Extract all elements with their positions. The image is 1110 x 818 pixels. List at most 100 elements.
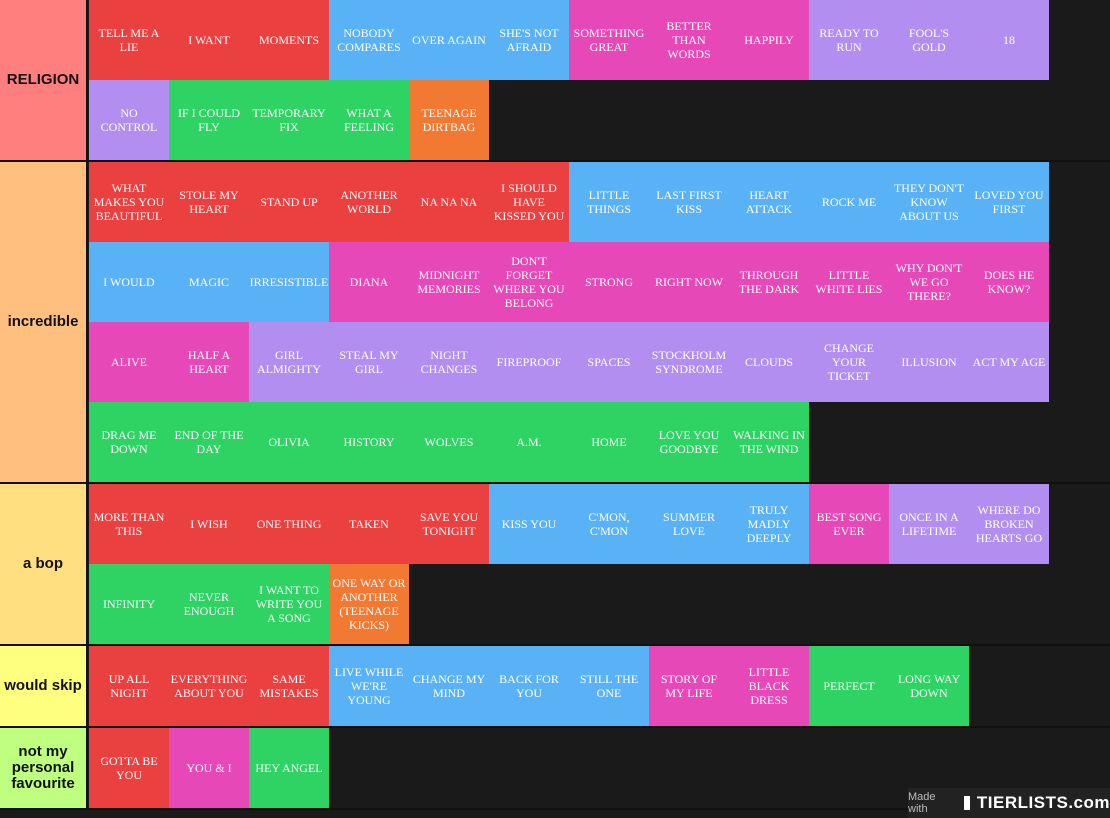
tier-item[interactable]: WHAT A FEELING (329, 80, 409, 160)
tier-item[interactable]: LOVED YOU FIRST (969, 162, 1049, 242)
tier-item[interactable]: TEMPORARY FIX (249, 80, 329, 160)
tier-item[interactable]: OVER AGAIN (409, 0, 489, 80)
tier-item[interactable]: RIGHT NOW (649, 242, 729, 322)
tier-label[interactable]: a bop (0, 484, 88, 644)
tier-item[interactable]: DOES HE KNOW? (969, 242, 1049, 322)
tier-item[interactable]: NIGHT CHANGES (409, 322, 489, 402)
tier-item[interactable]: ONCE IN A LIFETIME (889, 484, 969, 564)
tier-item[interactable]: STEAL MY GIRL (329, 322, 409, 402)
tier-item[interactable]: TELL ME A LIE (89, 0, 169, 80)
tier-item[interactable]: OLIVIA (249, 402, 329, 482)
tier-label[interactable]: RELIGION (0, 0, 88, 160)
tier-item[interactable]: I WOULD (89, 242, 169, 322)
tier-item[interactable]: TAKEN (329, 484, 409, 564)
tier-item[interactable]: CHANGE MY MIND (409, 646, 489, 726)
tier-item[interactable]: BACK FOR YOU (489, 646, 569, 726)
tier-item[interactable]: A.M. (489, 402, 569, 482)
tier-item[interactable]: WHAT MAKES YOU BEAUTIFUL (89, 162, 169, 242)
tier-item[interactable]: READY TO RUN (809, 0, 889, 80)
tier-item[interactable]: LITTLE BLACK DRESS (729, 646, 809, 726)
tier-item[interactable]: WALKING IN THE WIND (729, 402, 809, 482)
tier-item[interactable]: THROUGH THE DARK (729, 242, 809, 322)
tier-item[interactable]: STORY OF MY LIFE (649, 646, 729, 726)
tier-item[interactable]: TEENAGE DIRTBAG (409, 80, 489, 160)
tier-item[interactable]: ALIVE (89, 322, 169, 402)
tier-item[interactable]: SPACES (569, 322, 649, 402)
tier-item[interactable]: HEY ANGEL (249, 728, 329, 808)
tier-item[interactable]: PERFECT (809, 646, 889, 726)
tier-item[interactable]: 18 (969, 0, 1049, 80)
tier-items: MORE THAN THIS I WISH ONE THING TAKEN SAVE Y… (88, 484, 1110, 644)
tier-item[interactable]: DRAG ME DOWN (89, 402, 169, 482)
tier-item[interactable]: HEART ATTACK (729, 162, 809, 242)
tier-item[interactable]: NOBODY COMPARES (329, 0, 409, 80)
tier-item[interactable]: ONE THING (249, 484, 329, 564)
tier-item[interactable]: STOLE MY HEART (169, 162, 249, 242)
tier-item[interactable]: FIREPROOF (489, 322, 569, 402)
tier-label[interactable]: would skip (0, 646, 88, 726)
tier-item[interactable]: UP ALL NIGHT (89, 646, 169, 726)
tier-item[interactable]: MORE THAN THIS (89, 484, 169, 564)
tier-item[interactable]: KISS YOU (489, 484, 569, 564)
tier-item[interactable]: TRULY MADLY DEEPLY (729, 484, 809, 564)
tier-label[interactable]: incredible (0, 162, 88, 482)
tier-item[interactable]: GOTTA BE YOU (89, 728, 169, 808)
tier-item[interactable]: WHERE DO BROKEN HEARTS GO (969, 484, 1049, 564)
tier-item[interactable]: ILLUSION (889, 322, 969, 402)
tier-item[interactable]: FOOL'S GOLD (889, 0, 969, 80)
tier-item[interactable]: NEVER ENOUGH (169, 564, 249, 644)
tier-item[interactable]: MIDNIGHT MEMORIES (409, 242, 489, 322)
tier-item[interactable]: ANOTHER WORLD (329, 162, 409, 242)
tier-item[interactable]: C'MON, C'MON (569, 484, 649, 564)
tier-item[interactable]: IRRESISTIBLE (249, 242, 329, 322)
tier-item[interactable]: CLOUDS (729, 322, 809, 402)
tier-item[interactable]: I SHOULD HAVE KISSED YOU (489, 162, 569, 242)
tier-item[interactable]: END OF THE DAY (169, 402, 249, 482)
tier-item[interactable]: SAVE YOU TONIGHT (409, 484, 489, 564)
tier-item[interactable]: LITTLE WHITE LIES (809, 242, 889, 322)
tier-item[interactable]: ONE WAY OR ANOTHER (TEENAGE KICKS) (329, 564, 409, 644)
tier-item[interactable]: HISTORY (329, 402, 409, 482)
tier-item[interactable]: MAGIC (169, 242, 249, 322)
watermark[interactable]: Made with TIERLISTS.com (908, 788, 1110, 818)
tier-item[interactable]: HAPPILY (729, 0, 809, 80)
tier-item[interactable]: INFINITY (89, 564, 169, 644)
tier-item[interactable]: STAND UP (249, 162, 329, 242)
tier-item[interactable]: SUMMER LOVE (649, 484, 729, 564)
tier-item[interactable]: THEY DON'T KNOW ABOUT US (889, 162, 969, 242)
tier-item[interactable]: BEST SONG EVER (809, 484, 889, 564)
tier-item[interactable]: ACT MY AGE (969, 322, 1049, 402)
tier-item[interactable]: STOCKHOLM SYNDROME (649, 322, 729, 402)
tier-item[interactable]: STILL THE ONE (569, 646, 649, 726)
tier-label[interactable]: not my personal favourite (0, 728, 88, 808)
tier-item[interactable]: SOMETHING GREAT (569, 0, 649, 80)
tier-item[interactable]: GIRL ALMIGHTY (249, 322, 329, 402)
tier-item[interactable]: HALF A HEART (169, 322, 249, 402)
tier-item[interactable]: IF I COULD FLY (169, 80, 249, 160)
tier-row: not my personal favourite GOTTA BE YOU YOU… (0, 728, 1110, 810)
tier-item[interactable]: YOU & I (169, 728, 249, 808)
tier-item[interactable]: EVERYTHING ABOUT YOU (169, 646, 249, 726)
tier-item[interactable]: STRONG (569, 242, 649, 322)
tier-item[interactable]: NA NA NA (409, 162, 489, 242)
tier-item[interactable]: WHY DON'T WE GO THERE? (889, 242, 969, 322)
tier-item[interactable]: LITTLE THINGS (569, 162, 649, 242)
tier-item[interactable]: NO CONTROL (89, 80, 169, 160)
tier-item[interactable]: BETTER THAN WORDS (649, 0, 729, 80)
tier-item[interactable]: DON'T FORGET WHERE YOU BELONG (489, 242, 569, 322)
tier-item[interactable]: I WISH (169, 484, 249, 564)
tier-item[interactable]: WOLVES (409, 402, 489, 482)
tier-item[interactable]: LOVE YOU GOODBYE (649, 402, 729, 482)
tier-item[interactable]: CHANGE YOUR TICKET (809, 322, 889, 402)
tier-item[interactable]: LAST FIRST KISS (649, 162, 729, 242)
tier-item[interactable]: HOME (569, 402, 649, 482)
tier-item[interactable]: SHE'S NOT AFRAID (489, 0, 569, 80)
tier-item[interactable]: LIVE WHILE WE'RE YOUNG (329, 646, 409, 726)
tier-item[interactable]: ROCK ME (809, 162, 889, 242)
tier-item[interactable]: SAME MISTAKES (249, 646, 329, 726)
tier-item[interactable]: LONG WAY DOWN (889, 646, 969, 726)
tier-item[interactable]: MOMENTS (249, 0, 329, 80)
tier-item[interactable]: I WANT TO WRITE YOU A SONG (249, 564, 329, 644)
tier-item[interactable]: DIANA (329, 242, 409, 322)
tier-item[interactable]: I WANT (169, 0, 249, 80)
